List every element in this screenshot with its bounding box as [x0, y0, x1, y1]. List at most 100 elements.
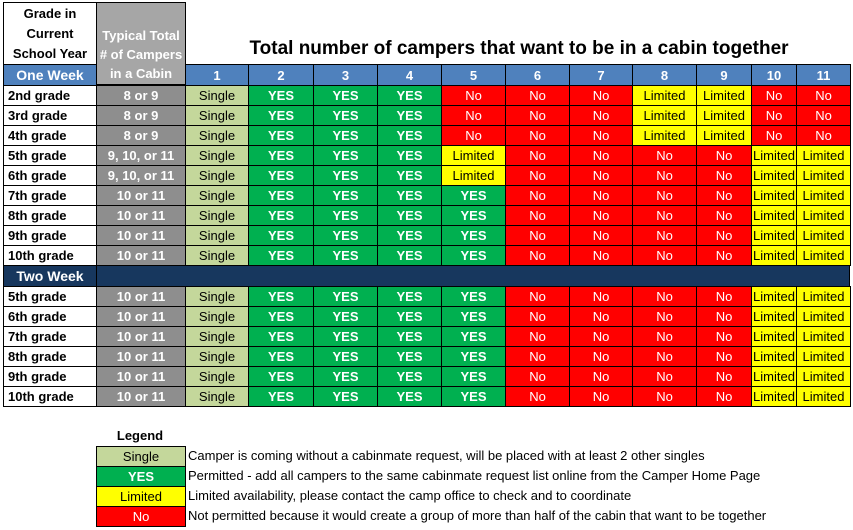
column-header-9: 9: [696, 64, 752, 86]
legend-description: Limited availability, please contact the…: [188, 488, 632, 503]
status-cell: No: [569, 245, 633, 266]
status-cell: No: [751, 85, 797, 106]
column-header-2: 2: [248, 64, 314, 86]
row-typical-count: 10 or 11: [96, 326, 186, 347]
status-cell: Limited: [751, 185, 797, 206]
status-cell: No: [569, 185, 633, 206]
status-cell: No: [569, 346, 633, 367]
row-grade-label: 9th grade: [3, 225, 97, 246]
status-cell: Single: [185, 225, 249, 246]
status-cell: Limited: [441, 165, 506, 186]
status-cell: YES: [377, 205, 442, 226]
status-cell: YES: [248, 346, 314, 367]
status-cell: Single: [185, 245, 249, 266]
status-cell: No: [569, 326, 633, 347]
status-cell: No: [696, 245, 752, 266]
status-cell: No: [696, 185, 752, 206]
row-typical-count: 8 or 9: [96, 85, 186, 106]
row-typical-count: 10 or 11: [96, 185, 186, 206]
typical-header-line: in a Cabin: [109, 66, 173, 81]
legend-key-limited: Limited: [96, 486, 186, 507]
row-grade-label: 9th grade: [3, 366, 97, 387]
status-cell: Limited: [796, 326, 851, 347]
status-cell: No: [441, 85, 506, 106]
legend-key-single: Single: [96, 446, 186, 467]
status-cell: Single: [185, 306, 249, 327]
status-cell: YES: [248, 286, 314, 307]
section-label-two-week: Two Week: [3, 265, 97, 287]
status-cell: Limited: [441, 145, 506, 166]
status-cell: No: [505, 366, 570, 387]
status-cell: Limited: [751, 145, 797, 166]
status-cell: No: [569, 225, 633, 246]
row-typical-count: 8 or 9: [96, 125, 186, 146]
row-typical-count: 10 or 11: [96, 346, 186, 367]
status-cell: No: [632, 205, 697, 226]
status-cell: YES: [377, 125, 442, 146]
status-cell: YES: [377, 386, 442, 407]
status-cell: YES: [313, 306, 378, 327]
column-header-8: 8: [632, 64, 697, 86]
status-cell: Single: [185, 326, 249, 347]
status-cell: YES: [377, 165, 442, 186]
status-cell: YES: [313, 225, 378, 246]
status-cell: Single: [185, 165, 249, 186]
status-cell: No: [696, 326, 752, 347]
status-cell: YES: [248, 326, 314, 347]
status-cell: No: [441, 105, 506, 126]
status-cell: Limited: [632, 105, 697, 126]
status-cell: No: [569, 306, 633, 327]
status-cell: No: [505, 306, 570, 327]
status-cell: No: [632, 185, 697, 206]
status-cell: YES: [441, 205, 506, 226]
status-cell: YES: [441, 386, 506, 407]
status-cell: No: [632, 165, 697, 186]
row-grade-label: 10th grade: [3, 386, 97, 407]
status-cell: No: [505, 326, 570, 347]
status-cell: YES: [248, 205, 314, 226]
status-cell: Single: [185, 145, 249, 166]
status-cell: No: [569, 105, 633, 126]
status-cell: YES: [313, 205, 378, 226]
status-cell: No: [796, 125, 851, 146]
status-cell: YES: [248, 366, 314, 387]
status-cell: YES: [313, 125, 378, 146]
status-cell: YES: [377, 105, 442, 126]
status-cell: No: [696, 225, 752, 246]
status-cell: Limited: [796, 245, 851, 266]
typical-campers-header: Typical Total # of Campers in a Cabin: [96, 2, 186, 85]
legend-title: Legend: [116, 428, 164, 443]
status-cell: YES: [313, 286, 378, 307]
status-cell: YES: [377, 85, 442, 106]
status-cell: YES: [248, 145, 314, 166]
status-cell: No: [696, 205, 752, 226]
status-cell: YES: [377, 245, 442, 266]
status-cell: YES: [441, 245, 506, 266]
row-grade-label: 8th grade: [3, 205, 97, 226]
status-cell: Single: [185, 105, 249, 126]
status-cell: No: [569, 145, 633, 166]
row-grade-label: 4th grade: [3, 125, 97, 146]
status-cell: No: [569, 205, 633, 226]
status-cell: No: [632, 286, 697, 307]
status-cell: Single: [185, 386, 249, 407]
status-cell: No: [632, 326, 697, 347]
row-typical-count: 10 or 11: [96, 286, 186, 307]
status-cell: YES: [441, 366, 506, 387]
status-cell: No: [696, 165, 752, 186]
status-cell: No: [632, 386, 697, 407]
sheet-title: Total number of campers that want to be …: [249, 38, 789, 59]
status-cell: YES: [441, 225, 506, 246]
status-cell: No: [505, 145, 570, 166]
status-cell: Limited: [751, 205, 797, 226]
status-cell: No: [569, 286, 633, 307]
status-cell: Single: [185, 205, 249, 226]
status-cell: YES: [313, 386, 378, 407]
status-cell: Limited: [696, 85, 752, 106]
status-cell: YES: [377, 185, 442, 206]
status-cell: Single: [185, 286, 249, 307]
status-cell: No: [569, 386, 633, 407]
status-cell: YES: [248, 386, 314, 407]
status-cell: YES: [248, 105, 314, 126]
status-cell: No: [505, 346, 570, 367]
